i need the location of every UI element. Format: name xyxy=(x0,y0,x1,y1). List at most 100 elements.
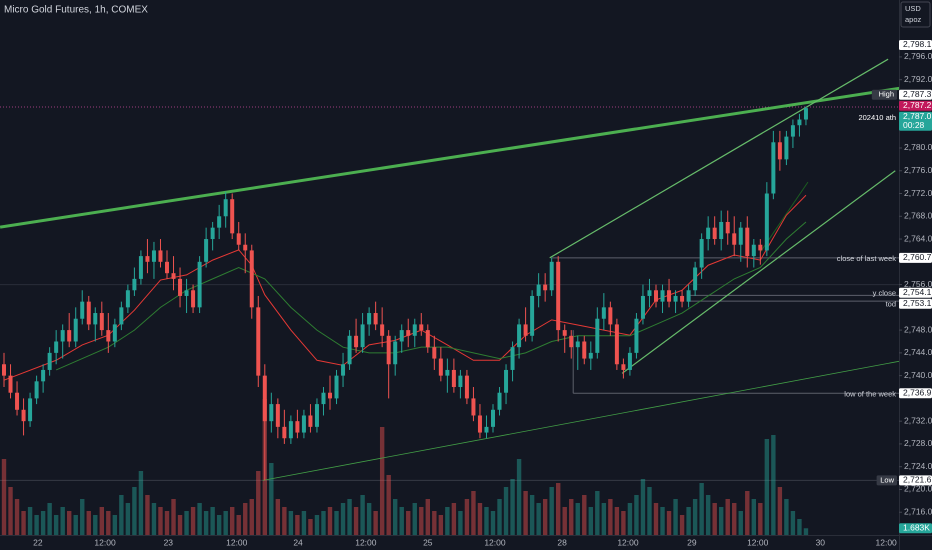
candle-body xyxy=(288,421,293,439)
candle-body xyxy=(178,278,183,296)
candle-body xyxy=(184,290,189,296)
volume-bar xyxy=(406,511,411,535)
candle-body xyxy=(706,227,711,240)
y-tick-label: 2,716.0 xyxy=(904,506,932,516)
volume-bar xyxy=(295,515,300,535)
volume-bar xyxy=(556,483,561,535)
note-box xyxy=(871,89,897,100)
price-tag xyxy=(899,298,932,309)
candle-body xyxy=(680,295,685,302)
candle-body xyxy=(608,307,613,325)
volume-bar xyxy=(653,503,659,535)
price-tag xyxy=(899,475,932,486)
price-tag-label: 2,753.1 xyxy=(903,298,932,308)
x-tick-label: 30 xyxy=(816,537,826,547)
candle-body xyxy=(621,364,626,370)
volume-bar xyxy=(334,511,339,535)
y-tick-label: 2,720.0 xyxy=(904,484,932,494)
candle-body xyxy=(667,290,672,302)
candle-body xyxy=(301,415,306,433)
account: apoz xyxy=(905,15,922,24)
candle-body xyxy=(393,341,398,365)
volume-bar xyxy=(438,515,444,535)
volume-bar xyxy=(308,519,313,535)
candle-body xyxy=(217,216,222,228)
volume-bar xyxy=(621,511,626,535)
volume-bar xyxy=(301,511,307,535)
volume-bar xyxy=(634,495,639,535)
candle-body xyxy=(640,295,645,319)
volume-bar xyxy=(412,503,417,535)
candle-body xyxy=(269,404,274,422)
volume-bar xyxy=(542,499,548,535)
candle-body xyxy=(504,369,509,393)
volume-bar xyxy=(360,495,365,535)
candle-body xyxy=(138,256,143,279)
volume-bar xyxy=(321,511,326,535)
volume-bar xyxy=(399,507,404,535)
volume-bar xyxy=(99,507,104,535)
candle-body xyxy=(249,250,254,308)
price-tag-label: 2,736.9 xyxy=(903,388,932,398)
volume-bar xyxy=(106,511,111,535)
candle-body xyxy=(262,375,267,422)
volume-tag-label: 1.683K xyxy=(903,523,930,533)
candle-body xyxy=(8,375,13,393)
y-tick-label: 2,756.0 xyxy=(904,279,932,289)
price-tag-label: 2,721.6 xyxy=(903,475,932,485)
candle-body xyxy=(230,199,235,234)
volume-bar xyxy=(249,499,254,535)
candle-body xyxy=(2,364,6,376)
candle-body xyxy=(47,352,52,370)
candle-body xyxy=(803,108,808,120)
candle-body xyxy=(236,233,241,245)
candle-body xyxy=(158,250,163,262)
currency-button[interactable] xyxy=(900,1,931,28)
price-tag xyxy=(899,89,932,100)
candle-body xyxy=(145,256,150,262)
volume-bar xyxy=(138,471,144,535)
chart-title: Micro Gold Futures, 1h, COMEX xyxy=(4,5,148,16)
volume-bar xyxy=(445,507,450,535)
candle-body xyxy=(21,409,26,422)
candle-body xyxy=(256,307,261,376)
candle-body xyxy=(523,324,528,336)
price-tag-label: 2,760.7 xyxy=(903,252,932,262)
volume-bar xyxy=(497,499,502,535)
candle-body xyxy=(660,290,665,302)
volume-bar xyxy=(327,507,333,535)
volume-bar xyxy=(803,528,809,535)
volume-bar xyxy=(210,507,215,535)
candle-body xyxy=(562,330,567,336)
y-tick-label: 2,728.0 xyxy=(904,438,932,448)
volume-bar xyxy=(451,503,457,535)
volume-bar xyxy=(347,499,352,535)
x-tick-label: 29 xyxy=(687,537,697,547)
volume-bar xyxy=(790,511,796,535)
candle-body xyxy=(223,199,228,217)
candle-body xyxy=(93,313,98,325)
candle-body xyxy=(432,347,437,359)
candle-body xyxy=(171,273,176,279)
y-tick-label: 2,776.0 xyxy=(904,165,932,175)
candle-body xyxy=(699,239,704,268)
candle-body xyxy=(15,392,20,410)
candle-body xyxy=(419,324,424,331)
candle-body xyxy=(386,335,391,365)
candle-body xyxy=(784,136,789,160)
volume-bar xyxy=(275,499,281,535)
volume-bar xyxy=(282,507,287,535)
candle-body xyxy=(647,290,652,296)
volume-bar xyxy=(288,511,294,535)
volume-bar xyxy=(569,499,574,535)
volume-bar xyxy=(732,503,737,535)
candle-body xyxy=(73,318,78,342)
candle-body xyxy=(738,227,743,245)
volume-bar xyxy=(595,491,600,535)
candle-body xyxy=(712,227,717,240)
volume-bar xyxy=(510,479,515,535)
candle-body xyxy=(451,369,456,388)
x-tick-label: 12:00 xyxy=(747,537,769,547)
